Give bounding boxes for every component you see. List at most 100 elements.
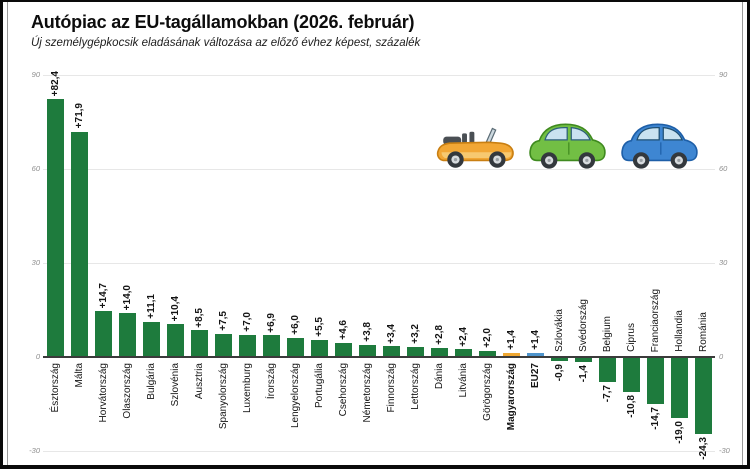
bar bbox=[670, 358, 688, 418]
bar-country-label: Lengyelország bbox=[289, 363, 301, 429]
bar bbox=[406, 346, 424, 357]
bar bbox=[262, 335, 280, 357]
bar-value-label-wrap: +4,6 bbox=[331, 320, 355, 340]
bar-country-label-wrap: Ausztria bbox=[187, 363, 211, 399]
bar-country-label-wrap: Lengyelország bbox=[283, 363, 307, 428]
bar-country-label: Olaszország bbox=[121, 363, 133, 419]
bar-country-label-wrap: Írország bbox=[259, 363, 283, 399]
bar-country-label-wrap: Luxemburg bbox=[235, 363, 259, 413]
bar-country-label-wrap: Horvátország bbox=[91, 363, 115, 422]
chart-header: Autópiac az EU-tagállamokban (2026. febr… bbox=[31, 12, 711, 49]
bar-country-label: Belgium bbox=[601, 315, 613, 352]
bar bbox=[622, 358, 640, 392]
bar-value-label-wrap: +3,8 bbox=[355, 322, 379, 342]
gridline bbox=[43, 263, 715, 264]
bar-value-label: -10,8 bbox=[625, 394, 637, 418]
gridline bbox=[43, 75, 715, 76]
bar-value-label-wrap: -19,0 bbox=[667, 421, 691, 444]
bar-value-label-wrap: -7,7 bbox=[595, 385, 619, 402]
bar-value-label-wrap: +14,0 bbox=[115, 285, 139, 310]
bar-country-label-wrap: Magyarország bbox=[499, 363, 523, 430]
bar bbox=[286, 338, 304, 357]
bar-country-label-wrap: Málta bbox=[67, 363, 91, 387]
bar-country-label-wrap: Olaszország bbox=[115, 363, 139, 419]
bar bbox=[238, 335, 256, 357]
bar-country-label-wrap: Spanyolország bbox=[211, 363, 235, 429]
bar-value-label: -1,4 bbox=[577, 365, 589, 383]
bar-value-label-wrap: +11,1 bbox=[139, 294, 163, 319]
bar-value-label: +6,9 bbox=[265, 312, 277, 333]
bar-value-label: +14,0 bbox=[121, 284, 133, 311]
bar bbox=[142, 322, 160, 357]
bar-country-label: Hollandia bbox=[673, 310, 685, 352]
bar-country-label: Lettország bbox=[409, 363, 421, 410]
bar-country-label: Magyarország bbox=[505, 363, 517, 431]
y-tick-left: 60 bbox=[31, 164, 40, 173]
bar-value-label-wrap: +71,9 bbox=[67, 103, 91, 128]
bar-country-label-wrap: Szlovénia bbox=[163, 363, 187, 406]
bar-country-label: Németország bbox=[361, 363, 373, 423]
bar-country-label: Franciaország bbox=[649, 288, 661, 352]
bar-country-label-wrap: Németország bbox=[355, 363, 379, 422]
bar-value-label-wrap: +6,0 bbox=[283, 315, 307, 335]
bar-country-label: Ausztria bbox=[193, 363, 205, 400]
bar bbox=[502, 352, 520, 357]
bar-value-label-wrap: +1,4 bbox=[499, 330, 523, 350]
y-tick-left: 30 bbox=[31, 258, 40, 267]
bar-value-label-wrap: +82,4 bbox=[43, 71, 67, 96]
page-subtitle: Új személygépkocsik eladásának változása… bbox=[31, 37, 421, 49]
bar-value-label: +5,5 bbox=[313, 317, 325, 337]
bar-country-label-wrap: Románia bbox=[691, 312, 715, 352]
bar bbox=[382, 346, 400, 357]
bar-country-label: Szlovákia bbox=[553, 309, 565, 352]
bar-value-label: +7,5 bbox=[217, 310, 229, 331]
bar bbox=[454, 349, 472, 357]
bar-country-label: Bulgária bbox=[145, 363, 157, 400]
bar-country-label: Észtország bbox=[49, 363, 61, 413]
bar-chart: 90 90 60 60 30 30 0 0 -30 -30 +82,4 Észtország +71,9… bbox=[29, 71, 730, 460]
bar-value-label-wrap: +8,5 bbox=[187, 308, 211, 328]
bar-value-label: -7,7 bbox=[601, 385, 613, 403]
bar bbox=[310, 339, 328, 357]
y-tick-right: 90 bbox=[719, 70, 728, 79]
bar-value-label-wrap: +3,4 bbox=[379, 324, 403, 344]
frame-line-right bbox=[742, 2, 743, 465]
bar-value-label-wrap: +14,7 bbox=[91, 283, 115, 308]
bar-country-label: Ciprus bbox=[625, 323, 637, 352]
bar-country-label-wrap: Hollandia bbox=[667, 310, 691, 352]
bar-value-label-wrap: +1,4 bbox=[523, 330, 547, 350]
y-tick-right: 30 bbox=[719, 258, 728, 267]
bar bbox=[478, 350, 496, 357]
bar-country-label-wrap: EU27 bbox=[523, 363, 547, 388]
bar bbox=[214, 333, 232, 357]
bar-country-label-wrap: Portugália bbox=[307, 363, 331, 408]
bar bbox=[694, 358, 712, 435]
bar-country-label: Dánia bbox=[433, 363, 445, 390]
bar-value-label: +6,0 bbox=[289, 315, 301, 336]
bar-value-label-wrap: -10,8 bbox=[619, 395, 643, 418]
bar bbox=[574, 358, 592, 363]
bar-country-label: Görögország bbox=[481, 363, 493, 421]
bar-value-label-wrap: -0,9 bbox=[547, 364, 571, 381]
hatchback-car-green-icon bbox=[529, 123, 606, 169]
bar-country-label-wrap: Szlovákia bbox=[547, 309, 571, 352]
bar bbox=[70, 131, 88, 357]
y-tick-right: 0 bbox=[719, 352, 724, 361]
gridline bbox=[43, 169, 715, 170]
bar-value-label: -14,7 bbox=[649, 407, 661, 430]
bar bbox=[118, 313, 136, 357]
bar-country-label: Málta bbox=[73, 363, 85, 388]
bar-value-label-wrap: +2,4 bbox=[451, 327, 475, 347]
bar-country-label-wrap: Csehország bbox=[331, 363, 355, 416]
gridline bbox=[43, 451, 715, 452]
bar-country-label: Finnország bbox=[385, 363, 397, 413]
bar-value-label-wrap: +10,4 bbox=[163, 296, 187, 321]
bar-country-label-wrap: Ciprus bbox=[619, 323, 643, 352]
bar-country-label-wrap: Svédország bbox=[571, 299, 595, 352]
bar-value-label: +14,7 bbox=[97, 282, 109, 308]
bar bbox=[550, 358, 568, 361]
bar-value-label: -24,3 bbox=[697, 437, 709, 460]
bar-value-label-wrap: -1,4 bbox=[571, 365, 595, 382]
bar-value-label: +3,8 bbox=[361, 322, 373, 343]
bar-country-label-wrap: Dánia bbox=[427, 363, 451, 389]
